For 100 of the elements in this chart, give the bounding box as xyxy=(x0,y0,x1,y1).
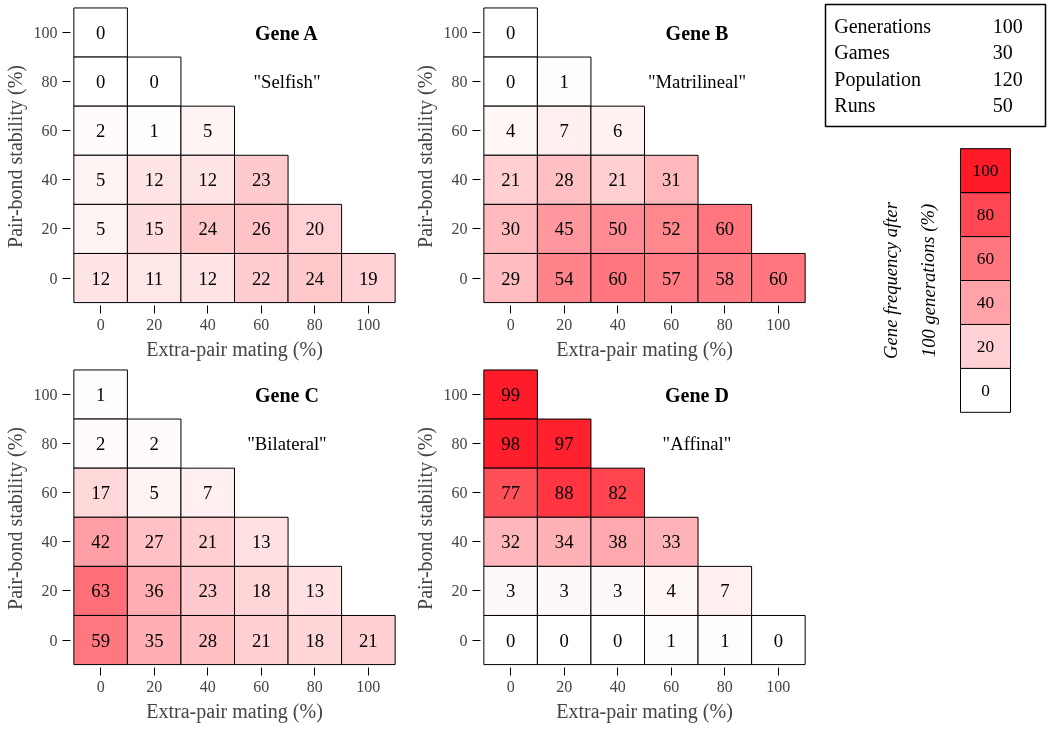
y-tick-label: 40 xyxy=(41,171,58,189)
data-label: 12 xyxy=(198,267,218,289)
x-tick-label: 100 xyxy=(766,677,791,695)
y-tick-label: 100 xyxy=(443,24,468,42)
data-label: 7 xyxy=(559,120,569,142)
data-label: 20 xyxy=(305,218,325,240)
x-tick-label: 20 xyxy=(146,315,163,333)
data-label: 5 xyxy=(95,218,106,240)
data-label: 1 xyxy=(720,629,730,651)
data-label: 11 xyxy=(145,267,164,289)
text: "Selfish" xyxy=(253,71,321,93)
y-tick-label: 60 xyxy=(451,122,468,140)
data-label: 33 xyxy=(661,531,681,553)
data-label: 2 xyxy=(95,120,106,142)
x-tick-label: 80 xyxy=(716,677,733,695)
y-tick-label: 100 xyxy=(33,24,58,42)
data-label: 0 xyxy=(773,629,784,651)
data-label: 2 xyxy=(149,433,159,455)
x-tick-label: 0 xyxy=(96,677,105,695)
data-label: 4 xyxy=(666,580,677,602)
data-label: 27 xyxy=(144,531,164,553)
data-label: 5 xyxy=(95,169,106,191)
data-label: 28 xyxy=(198,629,218,651)
data-label: 22 xyxy=(251,267,271,289)
data-label: 15 xyxy=(144,218,164,240)
data-label: 59 xyxy=(91,629,110,651)
y-tick-label: 0 xyxy=(49,269,58,287)
data-label: 0 xyxy=(95,71,106,93)
data-label: 0 xyxy=(559,629,569,651)
x-tick-label: 20 xyxy=(556,677,573,695)
text: 50 xyxy=(992,94,1013,117)
text: "Matrilineal" xyxy=(647,71,747,93)
data-label: 63 xyxy=(91,580,110,602)
y-tick-label: 80 xyxy=(41,435,58,453)
y-tick-label: 40 xyxy=(451,171,468,189)
data-label: 19 xyxy=(359,267,378,289)
y-tick-label: 0 xyxy=(459,269,468,287)
data-label: 13 xyxy=(251,531,271,553)
x-axis-title: Extra-pair mating (%) xyxy=(146,699,323,723)
y-tick-label: 0 xyxy=(49,631,58,649)
text: Population xyxy=(834,67,921,91)
y-axis-title: Pair-bond stability (%) xyxy=(3,427,27,610)
text: Gene D xyxy=(665,383,729,406)
text: Gene C xyxy=(255,383,319,406)
y-tick-label: 100 xyxy=(33,386,58,404)
x-tick-label: 100 xyxy=(766,315,791,333)
x-tick-label: 0 xyxy=(506,315,515,333)
text: Runs xyxy=(834,94,876,117)
data-label: 21 xyxy=(198,531,218,553)
x-tick-label: 60 xyxy=(253,315,270,333)
data-label: 99 xyxy=(501,384,520,406)
data-label: 2 xyxy=(95,433,106,455)
data-label: 21 xyxy=(251,629,271,651)
data-label: 17 xyxy=(91,482,110,504)
data-label: 7 xyxy=(720,580,730,602)
x-tick-label: 80 xyxy=(306,315,323,333)
data-label: 54 xyxy=(554,267,575,289)
data-label: 31 xyxy=(661,169,681,191)
data-label: 32 xyxy=(501,531,520,553)
text: "Bilateral" xyxy=(247,433,327,455)
y-tick-label: 20 xyxy=(451,220,468,238)
x-tick-label: 60 xyxy=(663,315,680,333)
x-tick-label: 0 xyxy=(96,315,105,333)
data-label: 60 xyxy=(715,218,735,240)
data-label: 60 xyxy=(608,267,628,289)
y-axis-title: Pair-bond stability (%) xyxy=(413,65,437,248)
y-tick-label: 20 xyxy=(451,582,468,600)
data-label: 1 xyxy=(559,71,569,93)
data-label: 18 xyxy=(305,629,325,651)
y-tick-label: 20 xyxy=(41,220,58,238)
text: Games xyxy=(834,41,891,64)
data-label: 0 xyxy=(613,629,623,651)
x-tick-label: 60 xyxy=(253,677,270,695)
y-tick-label: 40 xyxy=(41,533,58,551)
color-bar-label: 100 xyxy=(972,161,999,181)
y-tick-label: 60 xyxy=(41,484,58,502)
data-label: 38 xyxy=(608,531,628,553)
data-label: 3 xyxy=(613,580,623,602)
y-axis-title: Pair-bond stability (%) xyxy=(413,427,437,610)
data-label: 29 xyxy=(501,267,520,289)
data-label: 58 xyxy=(715,267,735,289)
data-label: 5 xyxy=(149,482,159,504)
text: "Affinal" xyxy=(662,433,732,455)
data-label: 12 xyxy=(198,169,218,191)
data-label: 18 xyxy=(251,580,271,602)
data-label: 28 xyxy=(554,169,574,191)
y-tick-label: 60 xyxy=(451,484,468,502)
color-bar-label: 60 xyxy=(976,249,995,269)
data-label: 97 xyxy=(554,433,574,455)
data-label: 6 xyxy=(613,120,623,142)
x-tick-label: 40 xyxy=(199,315,216,333)
data-label: 12 xyxy=(91,267,110,289)
data-label: 0 xyxy=(95,22,106,44)
y-tick-label: 60 xyxy=(41,122,58,140)
x-tick-label: 40 xyxy=(609,315,626,333)
color-bar-title: Gene frequency after 100 generations (%) xyxy=(880,201,940,359)
y-tick-label: 100 xyxy=(443,386,468,404)
data-label: 26 xyxy=(251,218,271,240)
data-label: 3 xyxy=(505,580,516,602)
data-label: 82 xyxy=(608,482,628,504)
